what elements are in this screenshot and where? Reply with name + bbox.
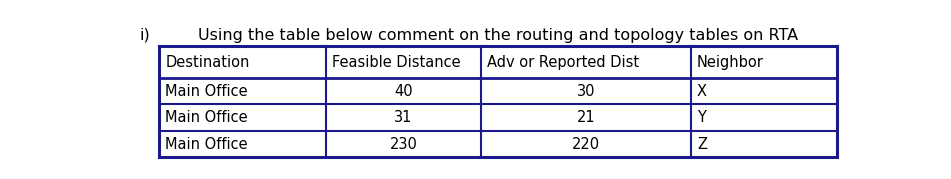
Text: i): i) — [140, 28, 150, 43]
Text: 40: 40 — [395, 84, 413, 99]
Text: Main Office: Main Office — [165, 110, 248, 125]
Text: Adv or Reported Dist: Adv or Reported Dist — [487, 55, 639, 70]
Text: Y: Y — [697, 110, 706, 125]
Text: Destination: Destination — [165, 55, 250, 70]
Text: Main Office: Main Office — [165, 137, 248, 151]
Text: 21: 21 — [576, 110, 595, 125]
Text: 31: 31 — [395, 110, 413, 125]
Text: Z: Z — [697, 137, 707, 151]
Text: X: X — [697, 84, 707, 99]
Text: Using the table below comment on the routing and topology tables on RTA: Using the table below comment on the rou… — [199, 28, 799, 43]
Text: Neighbor: Neighbor — [697, 55, 764, 70]
Text: Main Office: Main Office — [165, 84, 248, 99]
Text: 30: 30 — [576, 84, 595, 99]
Text: Feasible Distance: Feasible Distance — [332, 55, 460, 70]
Text: 220: 220 — [572, 137, 600, 151]
Text: 230: 230 — [390, 137, 417, 151]
